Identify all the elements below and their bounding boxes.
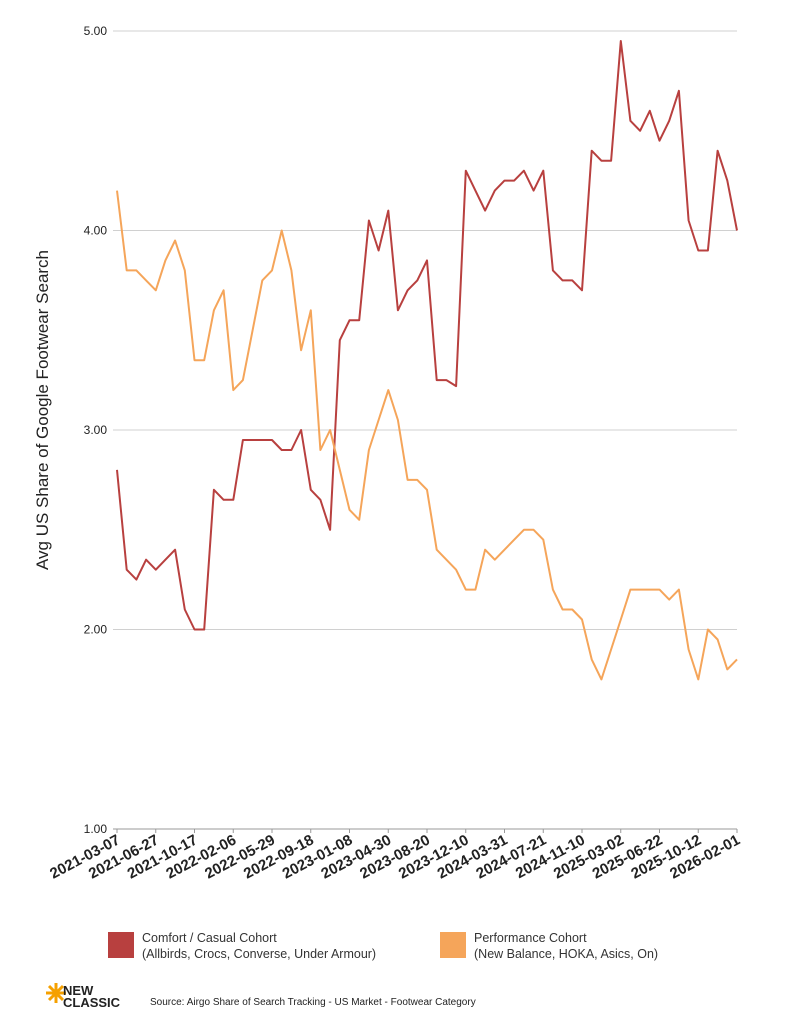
series-line	[116, 40, 738, 631]
legend-detail: (New Balance, HOKA, Asics, On)	[474, 947, 658, 961]
legend-item: Comfort / Casual Cohort (Allbirds, Crocs,…	[108, 931, 376, 961]
series-line	[116, 190, 738, 681]
y-tick-label: 2.00	[84, 623, 108, 637]
legend-label: Performance Cohort	[474, 931, 587, 945]
legend-swatch	[108, 932, 134, 958]
legend-swatch	[440, 932, 466, 958]
legend-detail: (Allbirds, Crocs, Converse, Under Armour…	[142, 947, 376, 961]
logo: NEW CLASSIC	[46, 983, 121, 1010]
y-tick-label: 5.00	[84, 24, 108, 38]
y-tick-label: 3.00	[84, 423, 108, 437]
logo-text: NEW	[63, 983, 94, 998]
y-tick-label: 1.00	[84, 822, 108, 836]
legend-item: Performance Cohort (New Balance, HOKA, As…	[440, 931, 658, 961]
legend-label: Comfort / Casual Cohort	[142, 931, 277, 945]
source: Source: Airgo Share of Search Tracking -…	[150, 997, 476, 1008]
y-axis-label: Avg US Share of Google Footwear Search	[33, 250, 52, 570]
logo-text: CLASSIC	[63, 995, 121, 1010]
logo-burst	[46, 983, 66, 1003]
y-tick-label: 4.00	[84, 224, 108, 238]
